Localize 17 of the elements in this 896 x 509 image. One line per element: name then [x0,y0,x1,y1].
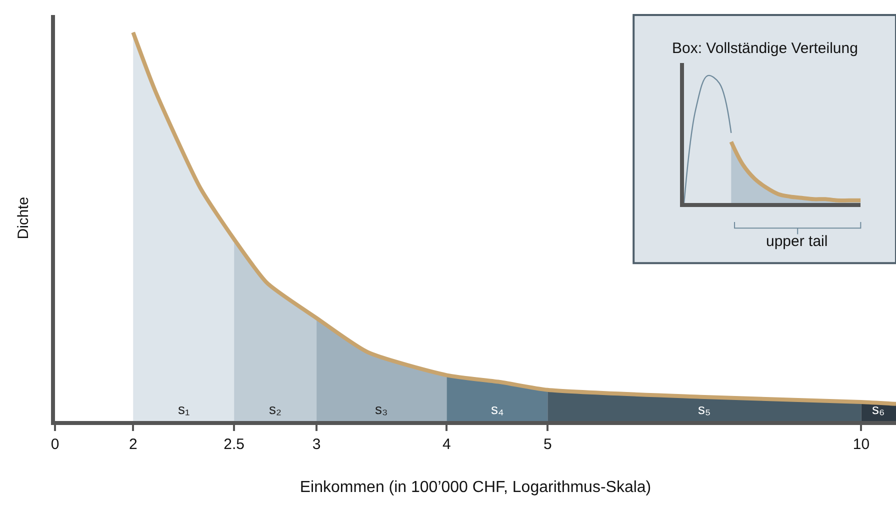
x-axis-title: Einkommen (in 100’000 CHF, Logarithmus-Skala) [300,479,652,496]
series-label: s₅ [698,401,711,417]
x-tick-label: 2.5 [224,436,244,453]
y-axis-title: Dichte [14,196,32,240]
series-label: s₄ [491,401,504,417]
annotation: upper tail [766,233,828,250]
x-tick-label: 10 [852,436,870,453]
x-tick-label: 2 [128,436,138,453]
x-tick-label: 5 [543,436,552,453]
x-tick-label: 3 [312,436,321,453]
chart-title: Box: Vollständige Verteilung [672,40,858,57]
series-label: s₆ [872,401,885,417]
series-label: s₂ [269,401,282,417]
x-tick-label: 4 [442,436,451,453]
x-tick-label: 0 [50,436,60,453]
series-label: s₃ [375,401,388,417]
series-label: s₁ [178,401,190,417]
